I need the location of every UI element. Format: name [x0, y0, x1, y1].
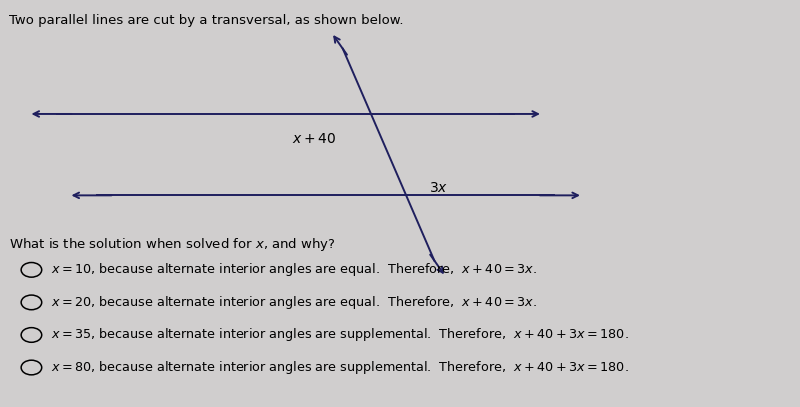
Text: $x = 20$, because alternate interior angles are equal.  Therefore,  $x + 40 = 3x: $x = 20$, because alternate interior ang…: [51, 294, 538, 311]
Text: $x = 35$, because alternate interior angles are supplemental.  Therefore,  $x + : $x = 35$, because alternate interior ang…: [51, 326, 630, 344]
Text: $3x$: $3x$: [429, 181, 448, 195]
Text: $x = 10$, because alternate interior angles are equal.  Therefore,  $x + 40 = 3x: $x = 10$, because alternate interior ang…: [51, 261, 538, 278]
Text: Two parallel lines are cut by a transversal, as shown below.: Two parallel lines are cut by a transver…: [9, 14, 403, 27]
Text: $x + 40$: $x + 40$: [292, 132, 337, 146]
Text: $x = 80$, because alternate interior angles are supplemental.  Therefore,  $x + : $x = 80$, because alternate interior ang…: [51, 359, 630, 376]
Text: What is the solution when solved for $x$, and why?: What is the solution when solved for $x$…: [9, 236, 335, 253]
